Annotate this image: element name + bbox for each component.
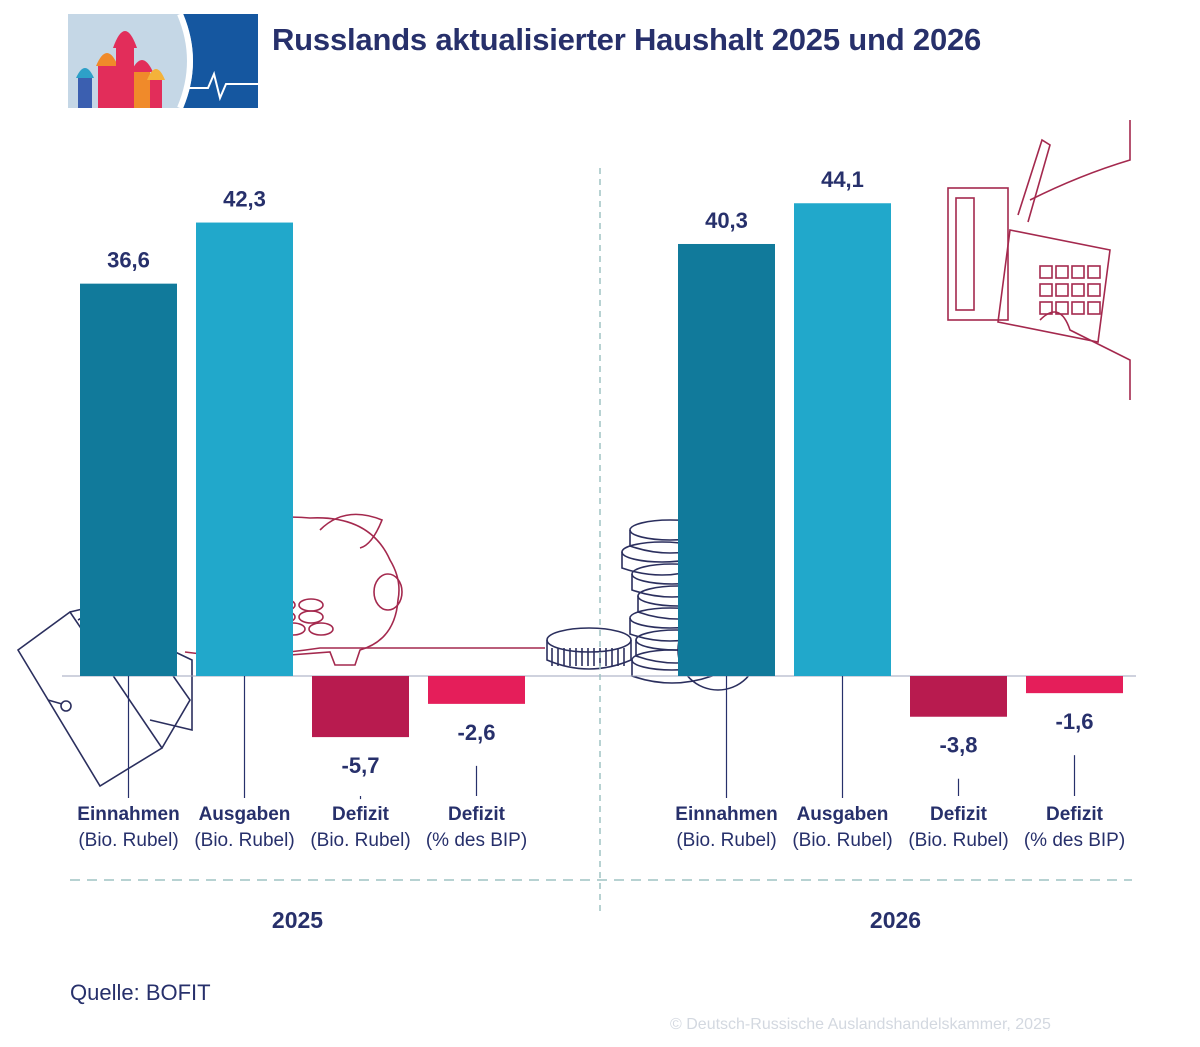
data-label: -1,6 — [1056, 709, 1094, 734]
bar-2026-0 — [678, 243, 775, 676]
category-sublabel: (Bio. Rubel) — [194, 830, 294, 851]
category-sublabel: (% des BIP) — [1024, 830, 1125, 851]
bar-2026-3 — [1026, 676, 1123, 694]
data-label: -2,6 — [458, 720, 496, 745]
category-label: Ausgaben — [199, 804, 291, 825]
data-label: 36,6 — [107, 248, 150, 273]
chart: 36,6 Einnahmen (Bio. Rubel) 42,3 Ausgaben (Bi… — [16, 120, 1136, 933]
data-label: 44,1 — [821, 167, 864, 192]
bar-2025-3 — [428, 676, 525, 704]
source-note: Quelle: BOFIT — [70, 980, 211, 1005]
copyright-note: © Deutsch-Russische Auslandshandelskamme… — [670, 1016, 1051, 1033]
bar-2025-2 — [312, 676, 409, 738]
category-sublabel: (Bio. Rubel) — [908, 830, 1008, 851]
category-sublabel: (Bio. Rubel) — [310, 830, 410, 851]
bar-2026-2 — [910, 676, 1007, 717]
data-label: 42,3 — [223, 187, 266, 212]
bar-2026-1 — [794, 203, 891, 677]
coin-icon — [546, 627, 632, 670]
category-label: Defizit — [332, 804, 390, 825]
calculator-hands-icon — [947, 120, 1131, 400]
chart-title: Russlands aktualisierter Haushalt 2025 u… — [272, 22, 982, 57]
category-sublabel: (Bio. Rubel) — [792, 830, 892, 851]
category-sublabel: (% des BIP) — [426, 830, 527, 851]
data-label: 40,3 — [705, 208, 748, 233]
bar-2025-1 — [196, 222, 293, 676]
group-label: 2026 — [870, 907, 921, 933]
category-label: Defizit — [930, 804, 988, 825]
group-label: 2025 — [272, 907, 323, 933]
kremlin-domes-logo — [68, 14, 258, 108]
category-label: Defizit — [448, 804, 506, 825]
category-sublabel: (Bio. Rubel) — [78, 830, 178, 851]
category-label: Einnahmen — [77, 804, 179, 825]
bar-2025-0 — [80, 283, 177, 676]
data-label: -3,8 — [940, 733, 978, 758]
category-sublabel: (Bio. Rubel) — [676, 830, 776, 851]
category-label: Einnahmen — [675, 804, 777, 825]
data-label: -5,7 — [342, 753, 380, 778]
category-label: Ausgaben — [797, 804, 889, 825]
category-label: Defizit — [1046, 804, 1104, 825]
